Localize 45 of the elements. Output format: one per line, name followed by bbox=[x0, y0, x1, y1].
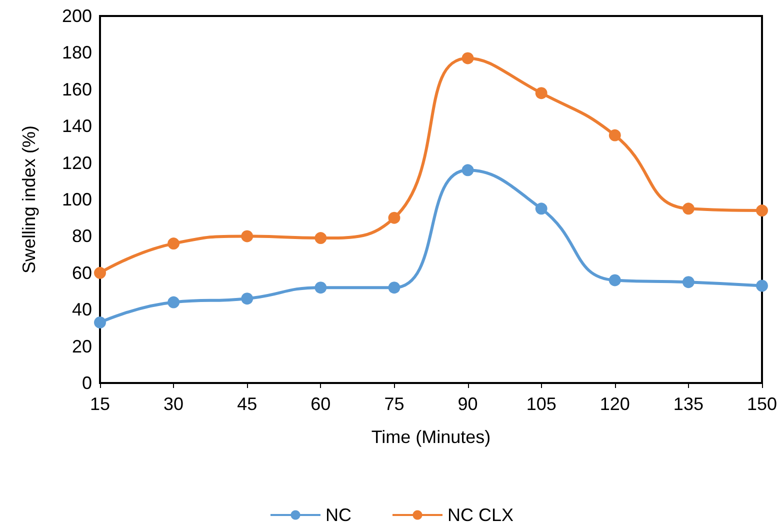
x-tick-label: 150 bbox=[746, 394, 778, 414]
point bbox=[535, 87, 548, 100]
point bbox=[168, 238, 180, 250]
point bbox=[314, 232, 327, 244]
y-tick-label: 60 bbox=[72, 262, 92, 283]
point bbox=[241, 292, 254, 305]
x-tick-label: 120 bbox=[600, 394, 630, 414]
x-tick-label: 135 bbox=[673, 394, 704, 414]
x-tick-label: 105 bbox=[526, 394, 556, 414]
point bbox=[608, 274, 621, 286]
x-tick-label: 30 bbox=[164, 394, 184, 414]
y-tick-label: 120 bbox=[62, 152, 92, 173]
y-tick-label: 80 bbox=[72, 226, 92, 246]
y-tick-label: 0 bbox=[82, 373, 92, 393]
x-tick-label: 75 bbox=[384, 394, 404, 414]
point bbox=[682, 202, 694, 215]
point bbox=[756, 204, 768, 217]
x-tick-label: 15 bbox=[90, 394, 110, 414]
point bbox=[608, 129, 621, 142]
point bbox=[94, 266, 106, 279]
legend-label: NC bbox=[325, 505, 352, 525]
y-tick-label: 40 bbox=[72, 300, 92, 320]
point bbox=[314, 282, 327, 294]
legend-label: NC CLX bbox=[447, 505, 514, 525]
point bbox=[168, 296, 180, 308]
y-tick-label: 180 bbox=[62, 42, 92, 63]
point bbox=[388, 282, 400, 294]
point bbox=[94, 316, 106, 328]
x-tick-label: 90 bbox=[458, 394, 478, 414]
point bbox=[535, 202, 548, 215]
y-tick-label: 200 bbox=[62, 6, 92, 26]
y-tick-label: 160 bbox=[62, 79, 92, 100]
x-axis-title: Time (Minutes) bbox=[371, 427, 491, 447]
point bbox=[462, 52, 474, 64]
x-tick-label: 60 bbox=[310, 394, 331, 414]
y-tick-label: 140 bbox=[62, 116, 92, 136]
point bbox=[241, 230, 254, 242]
point bbox=[682, 276, 694, 288]
point bbox=[756, 280, 768, 292]
y-tick-label: 20 bbox=[72, 336, 92, 356]
point bbox=[388, 212, 400, 224]
point bbox=[462, 164, 474, 176]
x-tick-label: 45 bbox=[237, 394, 258, 414]
y-axis-title: Swelling index (%) bbox=[19, 125, 39, 274]
y-tick-label: 100 bbox=[62, 190, 92, 210]
